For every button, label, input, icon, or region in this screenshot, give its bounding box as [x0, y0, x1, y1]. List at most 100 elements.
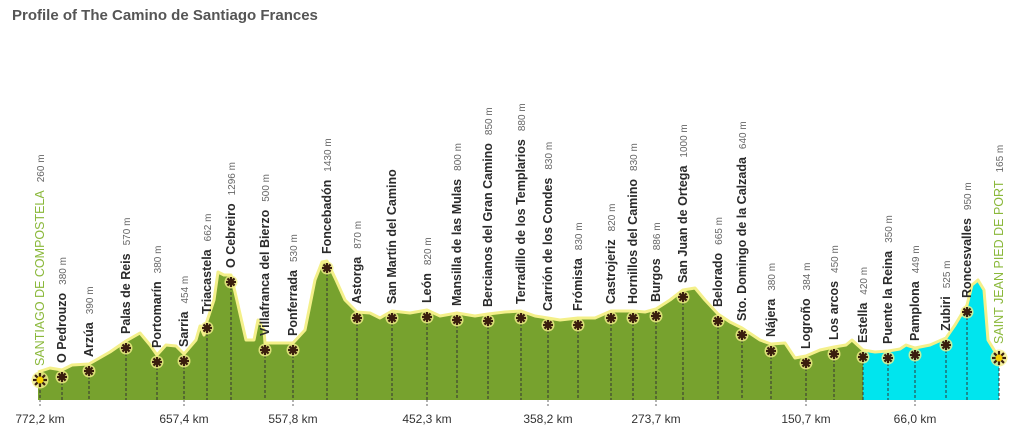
stop-marker: [258, 343, 272, 357]
stop-name: Zubiri: [939, 296, 953, 331]
stop-name: Estella: [856, 302, 870, 343]
stop-label: Ponferrada 530 m: [286, 234, 300, 336]
stop-name: O Cebreiro: [224, 203, 238, 268]
stop-name: Villafranca del Bierzo: [258, 209, 272, 336]
stop-elevation: 380 m: [153, 246, 164, 274]
stop-elevation: 880 m: [517, 103, 528, 131]
stop-name: Ponferrada: [286, 269, 300, 336]
stop-elevation: 260 m: [36, 154, 47, 182]
stop-label: O Pedrouzo 380 m: [55, 257, 69, 363]
stop-marker: [649, 309, 663, 323]
stop-elevation: 830 m: [629, 143, 640, 171]
stop-elevation: 870 m: [353, 221, 364, 249]
stop-marker: [626, 311, 640, 325]
stop-label: Sarria 454 m: [177, 276, 191, 347]
stop-name: Hornillos del Camino: [626, 179, 640, 304]
stop-elevation: 850 m: [484, 107, 495, 135]
stop-marker: [856, 350, 870, 364]
stop-elevation: 450 m: [830, 245, 841, 273]
stop-label: Palas de Reis 570 m: [119, 218, 133, 334]
stop-label: Villafranca del Bierzo 500 m: [258, 174, 272, 336]
stop-marker: [676, 290, 690, 304]
stop-label: Hornillos del Camino 830 m: [626, 143, 640, 304]
stop-label: Terradillo de los Templarios 880 m: [514, 103, 528, 304]
distance-tick-label: 358,2 km: [523, 412, 572, 426]
stop-marker: [119, 341, 133, 355]
stop-elevation: 165 m: [995, 145, 1006, 173]
stop-elevation: 570 m: [122, 218, 133, 246]
stop-label: Nájera 380 m: [764, 263, 778, 337]
stop-label: O Cebreiro 1296 m: [224, 162, 238, 268]
stop-label: Logroño 384 m: [799, 263, 813, 349]
stop-name: Astorga: [350, 256, 364, 304]
stop-name: SANTIAGO DE COMPOSTELA: [33, 190, 47, 366]
distance-tick-label: 273,7 km: [631, 412, 680, 426]
stop-marker: [735, 328, 749, 342]
stop-elevation: 665 m: [714, 217, 725, 245]
stop-label: SAINT JEAN PIED DE PORT 165 m: [992, 145, 1006, 344]
stop-label: Estella 420 m: [856, 267, 870, 343]
stop-name: Logroño: [799, 298, 813, 349]
stop-name: Los arcos: [827, 281, 841, 340]
stop-label: Castrojeriz 820 m: [604, 204, 618, 304]
stop-label: Arzúa 390 m: [82, 286, 96, 357]
stop-label: Triacastela 662 m: [200, 214, 214, 314]
stop-marker: [764, 344, 778, 358]
stop-label: Zubiri 525 m: [939, 260, 953, 331]
stop-elevation: 1296 m: [227, 162, 238, 195]
stop-name: SAINT JEAN PIED DE PORT: [992, 180, 1006, 344]
stop-label: San Juan de Ortega 1000 m: [676, 124, 690, 283]
stop-elevation: 454 m: [180, 276, 191, 304]
stop-name: Pamplona: [908, 280, 922, 341]
stop-elevation: 662 m: [203, 214, 214, 242]
stop-label: Portomarín 380 m: [150, 246, 164, 348]
profile-area-green: [38, 261, 863, 400]
stop-label: Mansilla de las Mulas 800 m: [450, 143, 464, 306]
distance-tick-label: 657,4 km: [159, 412, 208, 426]
stop-elevation: 1000 m: [679, 124, 690, 157]
stop-marker: [711, 314, 725, 328]
stop-elevation: 420 m: [859, 267, 870, 295]
stop-marker: [450, 313, 464, 327]
stop-marker: [177, 354, 191, 368]
stop-marker: [200, 321, 214, 335]
stop-marker: [31, 371, 49, 389]
stop-name: Burgos: [649, 258, 663, 302]
stop-name: Roncesvalles: [960, 218, 974, 298]
stop-marker: [55, 370, 69, 384]
stop-elevation: 350 m: [884, 215, 895, 243]
stop-name: Carrión de los Condes: [541, 178, 555, 311]
stop-marker: [481, 314, 495, 328]
stop-name: Terradillo de los Templarios: [514, 139, 528, 304]
stop-marker: [420, 310, 434, 324]
stop-label: San Martín del Camino: [385, 169, 399, 304]
stop-name: Sto. Domingo de la Calzada: [735, 156, 749, 321]
stop-name: San Martín del Camino: [385, 169, 399, 304]
stop-name: O Pedrouzo: [55, 292, 69, 363]
stop-name: Triacastela: [200, 248, 214, 314]
stop-marker: [82, 364, 96, 378]
stop-label: Los arcos 450 m: [827, 245, 841, 340]
stop-marker: [286, 343, 300, 357]
chart-title: Profile of The Camino de Santiago France…: [12, 7, 318, 24]
stop-elevation: 525 m: [942, 260, 953, 288]
stop-label: Sto. Domingo de la Calzada 640 m: [735, 121, 749, 321]
stop-elevation: 820 m: [607, 204, 618, 232]
distance-tick-label: 66,0 km: [894, 412, 937, 426]
stop-marker: [939, 338, 953, 352]
stop-label: Roncesvalles 950 m: [960, 182, 974, 298]
distance-tick-label: 150,7 km: [781, 412, 830, 426]
stop-label: Frómista 830 m: [571, 222, 585, 311]
stop-name: Nájera: [764, 298, 778, 337]
distance-tick-label: 772,2 km: [15, 412, 64, 426]
stop-marker: [571, 318, 585, 332]
stop-elevation: 950 m: [963, 182, 974, 210]
stop-name: San Juan de Ortega: [676, 165, 690, 283]
stop-marker: [224, 275, 238, 289]
stop-elevation: 886 m: [652, 222, 663, 250]
stop-elevation: 1430 m: [323, 138, 334, 171]
stop-label: León 820 m: [420, 237, 434, 303]
distance-tick-label: 557,8 km: [268, 412, 317, 426]
stop-name: Castrojeriz: [604, 239, 618, 304]
stop-elevation: 380 m: [58, 257, 69, 285]
